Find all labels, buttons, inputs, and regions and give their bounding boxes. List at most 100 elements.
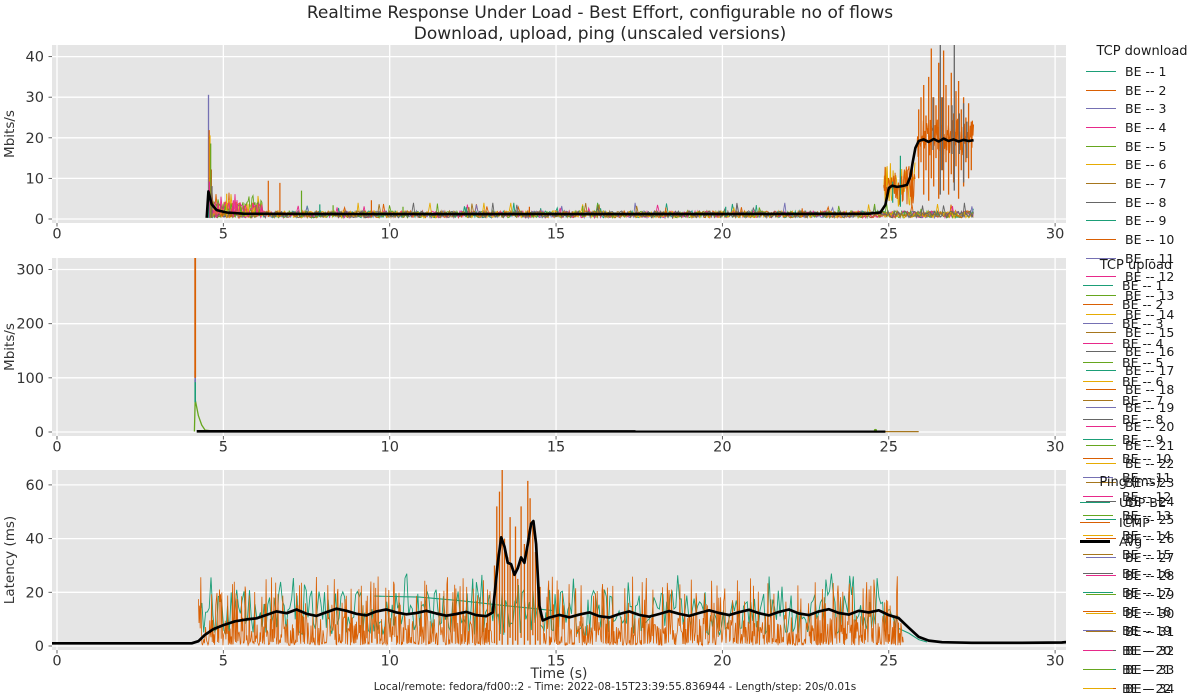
legend-entry: BE -- 20: [1086, 417, 1198, 436]
legend-entry-label: BE -- 20: [1125, 418, 1175, 434]
legend-entry-label: BE -- 24: [1125, 493, 1175, 509]
x-tick-label: 30: [1046, 654, 1064, 670]
legend-entry: BE -- 15: [1083, 545, 1189, 564]
legend-line-sample: [1086, 388, 1116, 390]
y-tick-label: 40: [26, 532, 44, 548]
legend-entry-label: BE -- 19: [1122, 623, 1172, 639]
legend-entry: BE -- 21: [1083, 660, 1189, 679]
legend-entry: BE -- 10: [1086, 230, 1198, 249]
legend-line-sample: [1083, 515, 1113, 517]
legend-line-sample: [1086, 313, 1116, 315]
legend-entry: BE -- 32: [1086, 641, 1198, 660]
legend-line-sample: [1083, 649, 1113, 651]
legend-line-sample: [1086, 164, 1116, 166]
legend-entry: BE -- 18: [1083, 602, 1189, 621]
legend-entry: BE -- 14: [1086, 305, 1198, 324]
legend-line-sample: [1086, 276, 1116, 278]
legend-entry-label: BE -- 3: [1125, 101, 1167, 117]
legend-entry: BE -- 20: [1083, 641, 1189, 660]
legend-entry-label: BE -- 11: [1122, 469, 1172, 485]
x-tick-label: 0: [52, 654, 61, 670]
legend-entry: BE -- 13: [1083, 506, 1189, 525]
legend-line-sample: [1086, 70, 1116, 72]
legend-entry-label: BE -- 27: [1125, 549, 1175, 565]
legend-entry-label: BE -- 28: [1125, 568, 1175, 584]
chart-ping: 0 5 10 15 20 25 30 0 20 40 60 Latency (ms): [2, 470, 1066, 670]
legend-entry-label: BE -- 2: [1125, 82, 1167, 98]
legend-entry-label: BE -- 17: [1125, 362, 1175, 378]
legend-line-sample: [1086, 463, 1116, 465]
legend-line-sample: [1086, 351, 1116, 353]
x-tick-label: 5: [219, 227, 228, 243]
x-tick-label: 10: [380, 654, 398, 670]
legend-line-sample: [1083, 323, 1113, 325]
legend-entry: BE -- 19: [1086, 398, 1198, 417]
legend-entry-label: BE -- 1: [1125, 63, 1167, 79]
legend-entry: ICMP: [1080, 512, 1180, 531]
legend-entry-label: BE -- 6: [1125, 157, 1167, 173]
legend-entry-label: BE -- 10: [1122, 450, 1172, 466]
legend-entry: BE -- 9: [1083, 430, 1189, 449]
legend-entry-label: BE -- 21: [1125, 437, 1175, 453]
legend-line-sample: [1086, 594, 1116, 596]
legend-line-sample: [1086, 145, 1116, 147]
y-axis-label: Latency (ms): [2, 516, 18, 604]
series-group-download: [205, 45, 975, 220]
legend-download: TCP download BE -- 1 BE -- 2 BE -- 3 BE -- 4…: [1086, 44, 1198, 700]
legend-line-sample: [1083, 630, 1113, 632]
legend-line-sample: [1080, 539, 1110, 543]
legend-line-sample: [1083, 688, 1113, 690]
legend-entry: BE -- 16: [1083, 564, 1189, 583]
x-tick-label: 5: [219, 654, 228, 670]
x-tick-label: 0: [52, 440, 61, 456]
legend-entry: BE -- 30: [1086, 604, 1198, 623]
legend-entry: BE -- 17: [1086, 361, 1198, 380]
legend-line-sample: [1083, 285, 1113, 287]
legend-entry-label: BE -- 3: [1122, 316, 1164, 332]
legend-entry-label: BE -- 11: [1125, 250, 1175, 266]
x-tick-label: 25: [880, 227, 898, 243]
legend-entry: BE -- 16: [1086, 342, 1198, 361]
plot-background-upload: [52, 258, 1066, 436]
x-tick-label: 30: [1046, 227, 1064, 243]
legend-entry: BE -- 28: [1086, 567, 1198, 586]
legend-line-sample: [1083, 419, 1113, 421]
y-tick-label: 10: [26, 171, 44, 187]
legend-entry-label: BE -- 31: [1125, 624, 1175, 640]
legend-line-sample: [1083, 496, 1113, 498]
x-tick-label: 10: [380, 227, 398, 243]
legend-entry: BE -- 21: [1086, 436, 1198, 455]
y-tick-label: 20: [26, 585, 44, 601]
legend-entry-label: BE -- 19: [1125, 400, 1175, 416]
legend-entry-label: BE -- 1: [1122, 278, 1164, 294]
x-tick-label: 25: [880, 440, 898, 456]
legend-entry: BE -- 9: [1086, 212, 1198, 231]
legend-entry: BE -- 15: [1086, 324, 1198, 343]
legend-entry: BE -- 6: [1083, 372, 1189, 391]
y-tick-label: 200: [16, 317, 44, 333]
legend-line-sample: [1086, 108, 1116, 110]
legend-entry: BE -- 24: [1086, 492, 1198, 511]
legend-line-sample: [1086, 332, 1116, 334]
legend-entry-label: BE -- 12: [1122, 489, 1172, 505]
legend-entry-label: BE -- 18: [1125, 381, 1175, 397]
legend-entry: BE -- 6: [1086, 155, 1198, 174]
legend-entry: BE -- 10: [1083, 449, 1189, 468]
legend-entry-label: BE -- 13: [1122, 508, 1172, 524]
legend-entry-label: BE -- 2: [1122, 297, 1164, 313]
legend-entry-label: BE -- 18: [1122, 604, 1172, 620]
legend-entry-label: BE -- 34: [1125, 680, 1175, 696]
y-tick-label: 100: [16, 371, 44, 387]
legend-entry-label: BE -- 26: [1125, 531, 1175, 547]
footer-metadata: Local/remote: fedora/fd00::2 - Time: 202…: [373, 681, 857, 693]
legend-entry: UDP BE: [1080, 493, 1180, 512]
legend-line-sample: [1083, 592, 1113, 594]
legend-entry-label: BE -- 8: [1125, 194, 1167, 210]
legend-entry: BE -- 2: [1083, 295, 1189, 314]
legend-entry: Avg: [1080, 532, 1180, 551]
legend-line-sample: [1083, 611, 1113, 613]
legend-entry-label: BE -- 16: [1125, 344, 1175, 360]
legend-entry-label: BE -- 8: [1122, 412, 1164, 428]
legend-line-sample: [1083, 553, 1113, 555]
